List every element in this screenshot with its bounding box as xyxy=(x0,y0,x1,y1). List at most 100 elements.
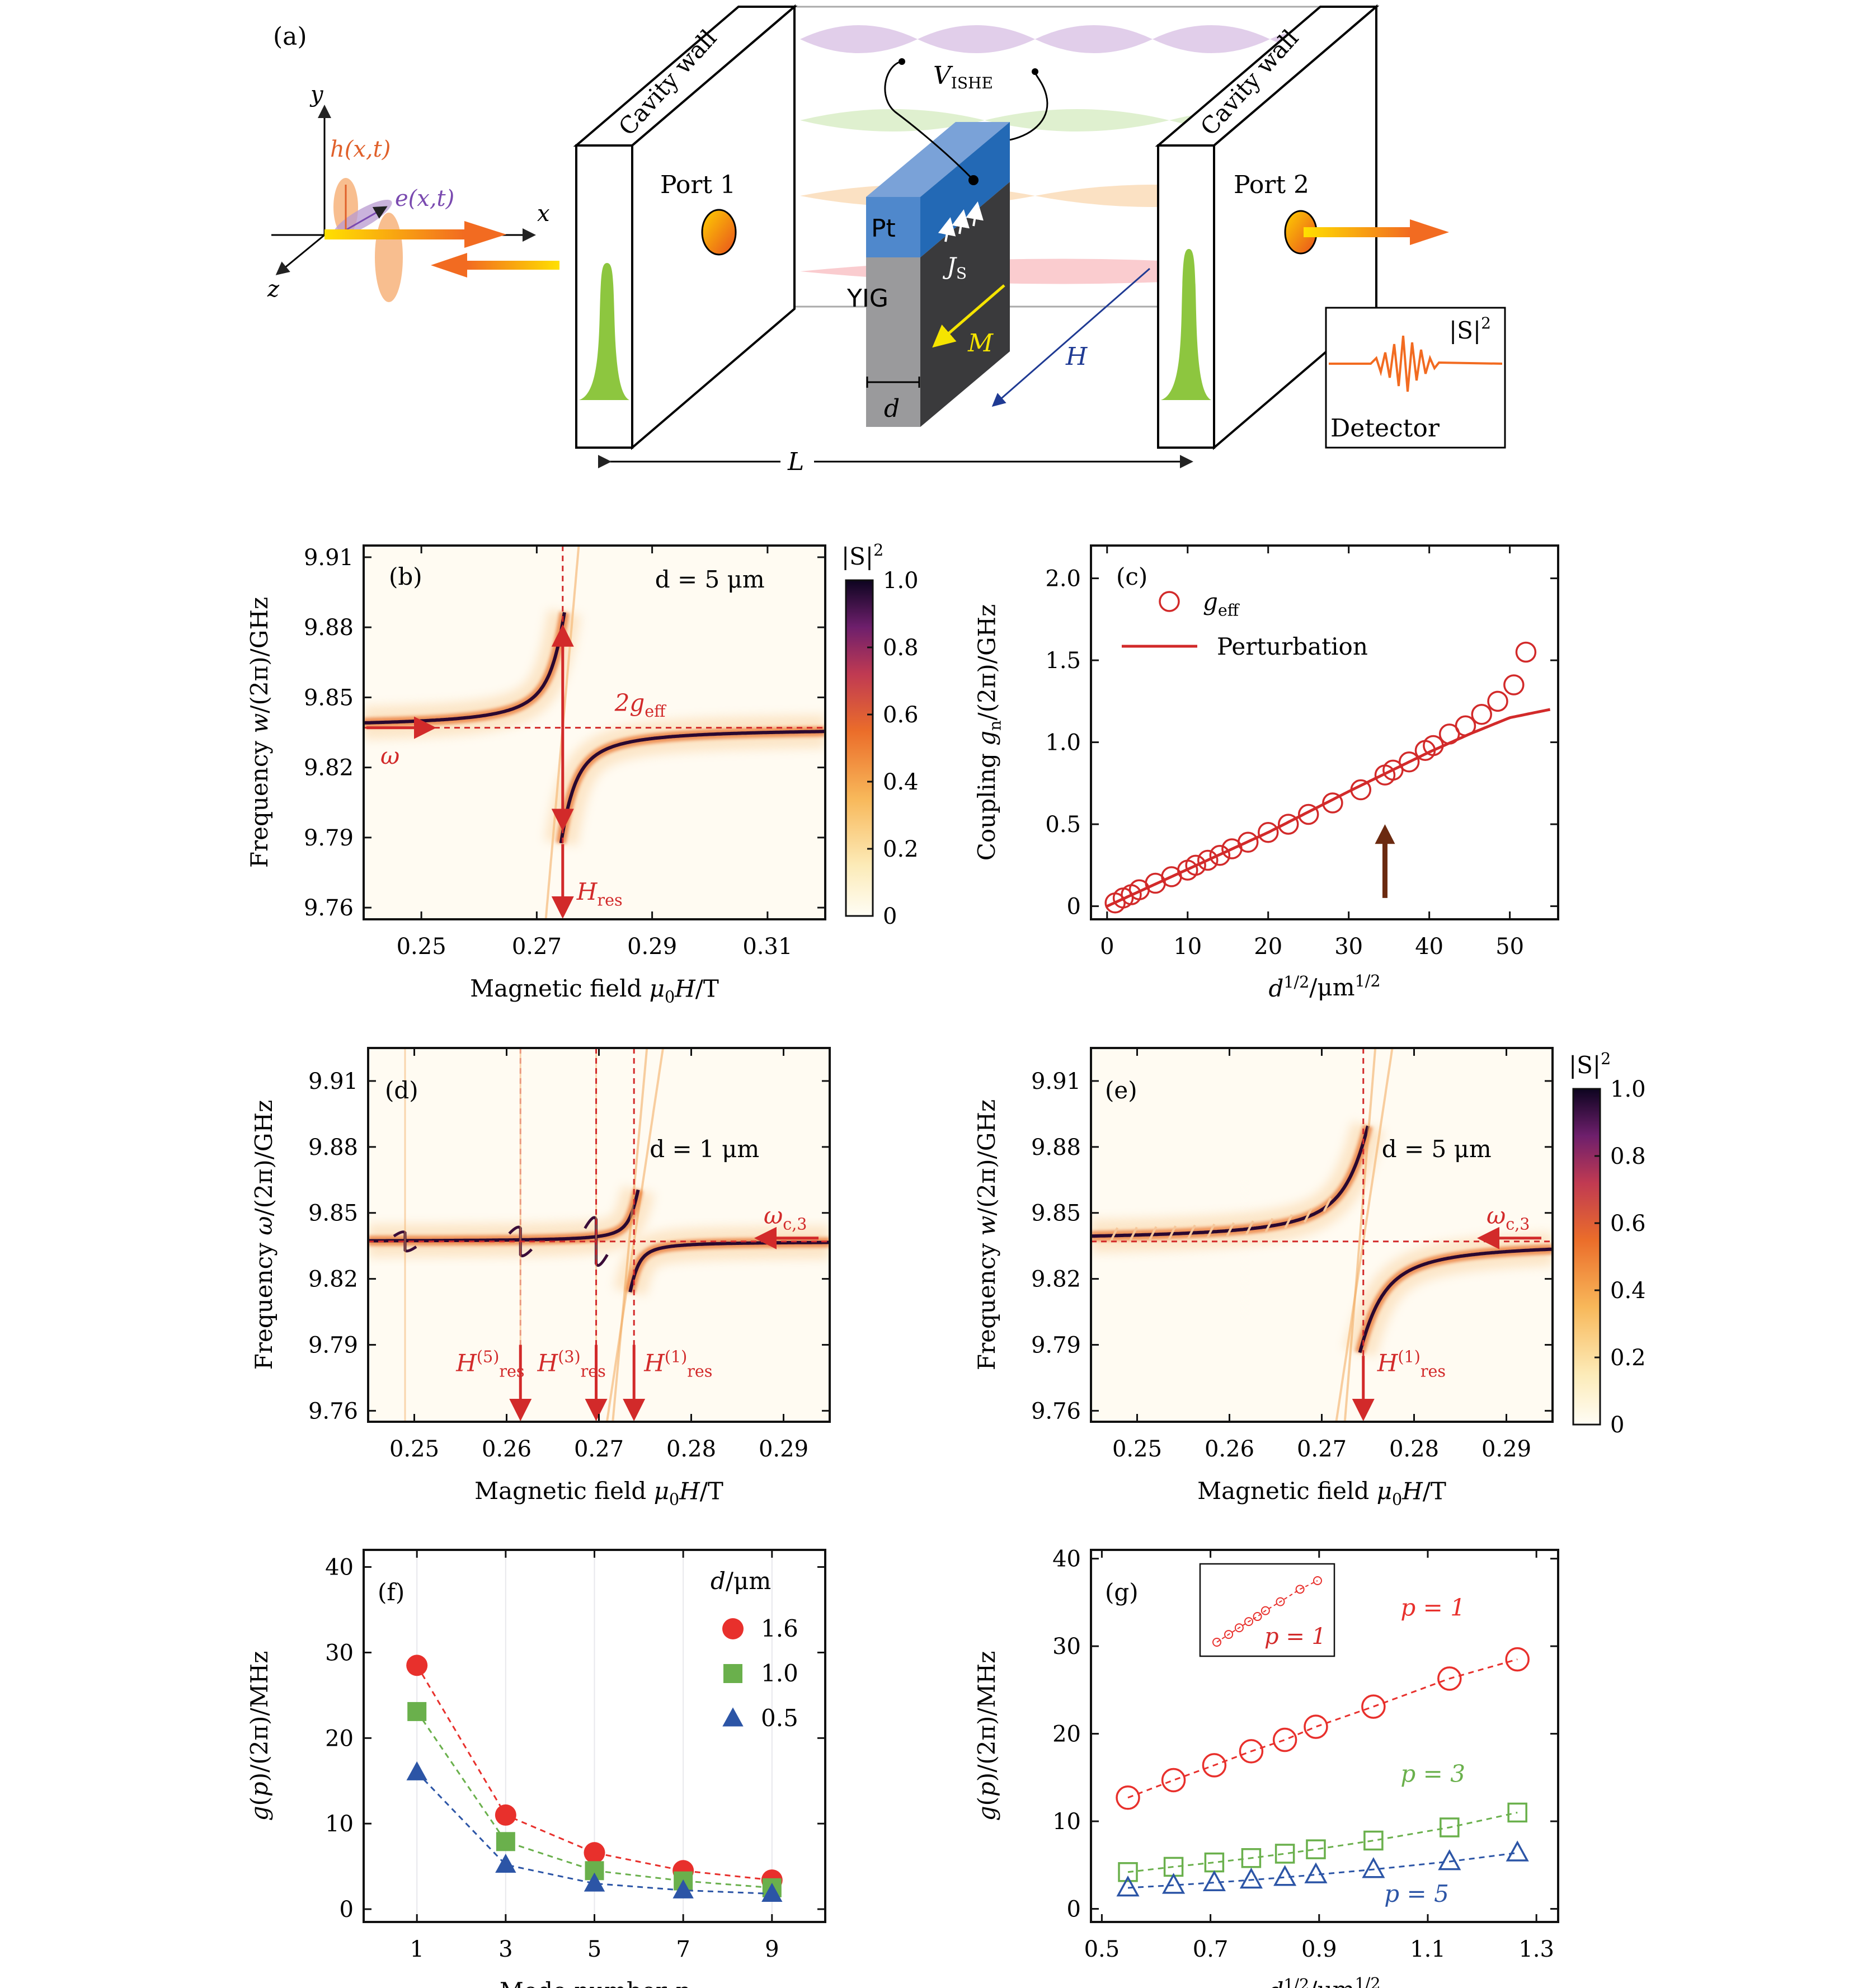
y-tick-label: 40 xyxy=(325,1555,354,1581)
y-tick-label: 9.82 xyxy=(1031,1267,1081,1293)
y-tick-label: 20 xyxy=(1052,1722,1081,1747)
colorbar-tick-label: 0 xyxy=(883,904,897,929)
legend-perturbation-label: Perturbation xyxy=(1217,633,1368,660)
x-tick-label: 0.26 xyxy=(482,1436,532,1462)
y-tick-label: 9.82 xyxy=(304,755,354,781)
inset-point xyxy=(1212,1638,1221,1647)
yig-label: YIG xyxy=(846,284,888,313)
axes-f: 1 3 5 7 9 40 30 20 10 0 Mode number p g(p)/(2π)/MHz xyxy=(246,1549,826,1988)
series-label: p = 3 xyxy=(1400,1760,1465,1788)
x-tick-label: 1.3 xyxy=(1518,1937,1554,1962)
point-1.6 xyxy=(495,1804,516,1826)
data-point xyxy=(1241,1848,1262,1868)
higher-mode-wiggle xyxy=(1187,1224,1196,1239)
series-label: p = 1 xyxy=(1400,1594,1465,1621)
x-tick-label: 0.27 xyxy=(512,934,562,960)
x-tick-label: 9 xyxy=(765,1937,779,1962)
d-label: d xyxy=(884,394,900,423)
panel-a-label: (a) xyxy=(273,22,307,51)
data-point xyxy=(1304,1862,1328,1883)
x-tick-label: 3 xyxy=(498,1937,512,1962)
annotations-c: (c) geff Perturbation xyxy=(1116,563,1368,660)
heatmap-layer xyxy=(368,1048,830,1422)
panel-d-label: (d) xyxy=(385,1077,418,1104)
x-tick-label: 30 xyxy=(1334,934,1363,960)
coordinate-axes: y x z h(x,t) e(x,t) xyxy=(267,82,559,302)
x-tick-label: 0.29 xyxy=(759,1436,808,1462)
detector-s-label: |S|2 xyxy=(1449,314,1491,344)
data-point xyxy=(1272,1727,1297,1752)
scatter-c xyxy=(1104,641,1551,914)
data-point xyxy=(1239,1739,1264,1764)
lower-branch xyxy=(1358,1247,1553,1353)
geff-point xyxy=(1237,831,1259,853)
omega-c-annotation: ωc,3 xyxy=(764,1202,807,1234)
higher-mode-wiggle xyxy=(1284,1214,1293,1229)
v-ishe-label: VISHE xyxy=(933,62,993,92)
higher-mode-wiggle xyxy=(1264,1218,1274,1233)
chart-g: 0.5 0.7 0.9 1.1 1.3 40 30 20 10 0 d1/2/μm1/2 g(p)/(… xyxy=(973,1547,1559,1988)
data-point xyxy=(1304,1714,1328,1739)
higher-mode-wiggle xyxy=(1148,1226,1158,1241)
x-tick-label: 0.26 xyxy=(1205,1436,1254,1462)
x-tick-label: 0 xyxy=(1100,934,1114,960)
y-tick-label: 20 xyxy=(325,1726,354,1751)
heatmap-b xyxy=(364,546,825,919)
data-point xyxy=(1438,1849,1461,1870)
x-tick-label: 0.9 xyxy=(1301,1937,1337,1962)
m-label: M xyxy=(967,329,994,358)
x-tick-label: 0.25 xyxy=(389,1436,439,1462)
inset-point xyxy=(1295,1585,1305,1594)
y-tick-label: 30 xyxy=(325,1640,354,1666)
scatter-f xyxy=(406,1550,783,1922)
omega-c-annotation: ωc,3 xyxy=(1487,1202,1530,1234)
colorbar-gradient xyxy=(1572,1088,1601,1426)
y-tick-label: 2.0 xyxy=(1045,566,1081,592)
data-point xyxy=(1118,1862,1138,1882)
higher-mode-wiggle xyxy=(1303,1208,1313,1223)
detector-label: Detector xyxy=(1330,414,1440,443)
js-label: JS xyxy=(942,252,967,283)
series-line xyxy=(1127,1658,1518,1799)
y-tick-label: 0 xyxy=(1067,1897,1081,1923)
data-point xyxy=(1273,1865,1297,1886)
legend-marker-1.0 xyxy=(723,1664,742,1683)
y-tick-label: 9.91 xyxy=(1031,1069,1081,1094)
inset-point xyxy=(1313,1576,1322,1585)
h-label: H xyxy=(1065,342,1088,371)
x-axis-label: Magnetic field μ0H/T xyxy=(470,975,719,1007)
d-annotation: d = 1 μm xyxy=(650,1135,759,1163)
point-1.0 xyxy=(496,1832,515,1851)
h-res-annotation: H(5)res xyxy=(455,1347,524,1381)
heatmap-layer xyxy=(364,546,825,919)
axes-c: 0 10 20 30 40 50 2.0 1.5 1.0 0.5 0 d1/2/μm1/2 Coupli… xyxy=(973,544,1559,1002)
y-tick-label: 0 xyxy=(340,1897,354,1923)
colorbar-label: |S|2 xyxy=(841,541,883,570)
geff-point xyxy=(1257,821,1279,843)
x-axis-label: Magnetic field μ0H/T xyxy=(1197,1477,1446,1509)
legend-marker-0.5 xyxy=(722,1707,744,1727)
point-0.5 xyxy=(406,1761,427,1780)
inset-point xyxy=(1276,1597,1285,1606)
geff-point xyxy=(1350,779,1372,801)
colorbar-tick-label: 0.4 xyxy=(883,769,919,795)
heatmap-layer xyxy=(1091,1048,1553,1422)
colorbar-tick-label: 0.4 xyxy=(1610,1278,1646,1304)
y-axis-label: Frequency w/(2π)/GHz xyxy=(973,1099,1000,1370)
colorbar-e: 1.0 0.8 0.6 0.4 0.2 0 |S|2 xyxy=(1569,1049,1646,1438)
point-0.5 xyxy=(495,1854,516,1873)
geff-point xyxy=(1487,690,1508,712)
x-tick-label: 0.7 xyxy=(1193,1937,1229,1962)
data-point xyxy=(1162,1873,1186,1894)
h-res-annotation: Hres xyxy=(576,878,623,910)
data-point xyxy=(1239,1867,1263,1889)
geff-point xyxy=(1438,723,1460,745)
higher-mode-wiggle xyxy=(1129,1226,1138,1242)
geff-point xyxy=(1455,715,1476,737)
chart-d: ωc,3 d = 1 μm H(5)res H(3)res H(1)res (d) 0.2… xyxy=(250,1047,831,1509)
heatmap-d xyxy=(368,1048,830,1422)
geff-point xyxy=(1382,759,1404,781)
geff-point xyxy=(1209,844,1231,866)
data-point xyxy=(1505,1647,1530,1672)
